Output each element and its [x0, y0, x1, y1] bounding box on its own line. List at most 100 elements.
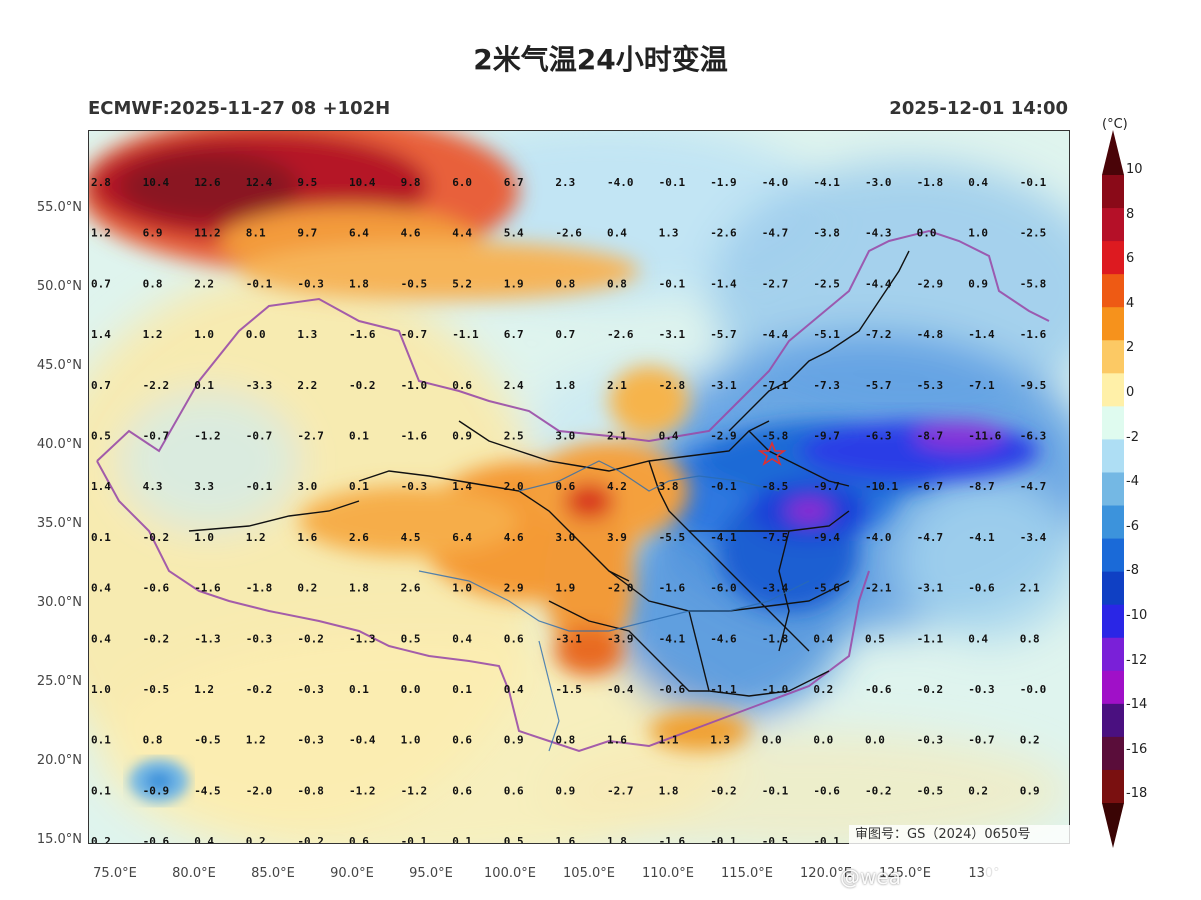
grid-value: -10.1	[865, 480, 898, 493]
grid-value: 9.8	[401, 176, 421, 189]
grid-value: 6.7	[504, 176, 524, 189]
grid-value: -4.5	[194, 784, 221, 797]
grid-value: -4.0	[607, 176, 634, 189]
grid-value: -1.0	[401, 379, 428, 392]
grid-value: 0.1	[349, 480, 369, 493]
grid-value: 1.6	[297, 531, 317, 544]
grid-value: 4.2	[607, 480, 627, 493]
grid-value: 0.9	[1020, 784, 1040, 797]
lon-label-120e: 120.0°E	[800, 866, 852, 881]
grid-value: -4.1	[710, 531, 737, 544]
grid-value: 0.6	[452, 379, 472, 392]
grid-value: 0.5	[504, 835, 524, 843]
grid-value: -0.3	[297, 683, 324, 696]
grid-value: -5.6	[813, 582, 840, 595]
grid-value: -1.2	[401, 784, 428, 797]
lat-label-50n: 50.0°N	[36, 279, 82, 294]
grid-value: -0.0	[1020, 683, 1047, 696]
grid-value: -1.4	[968, 328, 995, 341]
grid-value: -0.5	[194, 734, 221, 747]
grid-value: -1.6	[401, 430, 428, 443]
grid-values: 2.8 10.4 12.6 12.4 9.5 10.4 9.8 6.0 6.7 2.3 -4.0 -0…	[91, 176, 1047, 843]
lon-label-80e: 80.0°E	[172, 866, 216, 881]
grid-value: -3.0	[865, 176, 892, 189]
grid-value: 1.3	[710, 734, 730, 747]
grid-value: 1.2	[91, 227, 111, 240]
grid-value: -11.6	[968, 430, 1001, 443]
grid-value: -5.7	[710, 328, 737, 341]
lat-label-35n: 35.0°N	[36, 516, 82, 531]
colorbar-tick-label: -2	[1126, 429, 1139, 445]
grid-value: 0.1	[452, 835, 472, 843]
grid-value: -4.8	[917, 328, 944, 341]
grid-value: 11.2	[194, 227, 221, 240]
grid-value: -0.1	[762, 784, 789, 797]
rivers	[418, 460, 810, 752]
grid-value: -1.1	[917, 632, 944, 645]
colorbar-cell	[1102, 472, 1124, 507]
colorbar-cell	[1102, 604, 1124, 639]
grid-value: 6.7	[504, 328, 524, 341]
grid-value: 1.0	[194, 328, 214, 341]
grid-value: -2.7	[297, 430, 324, 443]
grid-value: -0.2	[297, 632, 324, 645]
temperature-change-map: 2.8 10.4 12.6 12.4 9.5 10.4 9.8 6.0 6.7 2.3 -4.0 -0…	[88, 130, 1070, 844]
grid-value: -0.3	[297, 734, 324, 747]
grid-value: 0.8	[607, 277, 627, 290]
colorbar-tick-label: 10	[1126, 162, 1143, 177]
grid-value: -0.2	[710, 784, 737, 797]
grid-value: -8.7	[968, 480, 995, 493]
grid-value: -0.3	[401, 480, 428, 493]
field-local-cold-spot	[129, 759, 189, 803]
grid-value: 0.6	[452, 784, 472, 797]
grid-value: -2.5	[813, 277, 840, 290]
grid-value: 10.4	[143, 176, 170, 189]
grid-value: -2.7	[762, 277, 789, 290]
grid-value: 1.2	[246, 734, 266, 747]
grid-value: 6.0	[452, 176, 472, 189]
grid-value: 0.8	[555, 277, 575, 290]
grid-value: -0.4	[349, 734, 376, 747]
grid-value: -0.7	[246, 430, 272, 443]
grid-value: 0.6	[349, 835, 369, 843]
grid-value: 1.2	[246, 531, 266, 544]
grid-value: 0.7	[91, 277, 111, 290]
map-canvas: 2.8 10.4 12.6 12.4 9.5 10.4 9.8 6.0 6.7 2.3 -4.0 -0…	[89, 131, 1069, 843]
grid-value: -0.2	[143, 632, 170, 645]
grid-value: 0.5	[91, 430, 111, 443]
grid-value: 12.6	[194, 176, 221, 189]
grid-value: 1.4	[91, 328, 111, 341]
grid-value: -7.1	[968, 379, 995, 392]
colorbar-cell	[1102, 505, 1124, 540]
grid-value: -2.9	[917, 277, 944, 290]
grid-value: -0.6	[143, 582, 170, 595]
grid-value: 3.0	[555, 430, 575, 443]
grid-value: -6.3	[865, 430, 892, 443]
grid-value: -0.7	[401, 328, 428, 341]
grid-value: 0.8	[143, 277, 163, 290]
grid-value: -0.3	[246, 632, 272, 645]
grid-value: -4.3	[865, 227, 892, 240]
grid-value: -0.7	[143, 430, 170, 443]
grid-value: 0.0	[762, 734, 782, 747]
grid-value: 0.2	[91, 835, 111, 843]
grid-value: -2.5	[1020, 227, 1047, 240]
grid-value: -0.8	[297, 784, 324, 797]
grid-value: -4.6	[710, 632, 737, 645]
grid-value: 2.1	[607, 430, 627, 443]
grid-value: 0.4	[813, 632, 833, 645]
grid-value: -0.6	[659, 683, 686, 696]
colorbar-tick-label: 0	[1126, 385, 1135, 400]
colorbar-cell	[1102, 637, 1124, 672]
grid-value: -8.5	[762, 480, 789, 493]
grid-value: -4.1	[659, 632, 686, 645]
grid-value: -0.4	[607, 683, 634, 696]
grid-value: -1.3	[349, 632, 376, 645]
grid-value: -0.2	[297, 835, 324, 843]
grid-value: 0.2	[1020, 734, 1040, 747]
grid-value: -0.5	[917, 784, 944, 797]
grid-value: 5.2	[452, 277, 472, 290]
grid-value: 1.0	[452, 582, 472, 595]
grid-value: 0.7	[91, 379, 111, 392]
grid-value: 4.6	[401, 227, 421, 240]
